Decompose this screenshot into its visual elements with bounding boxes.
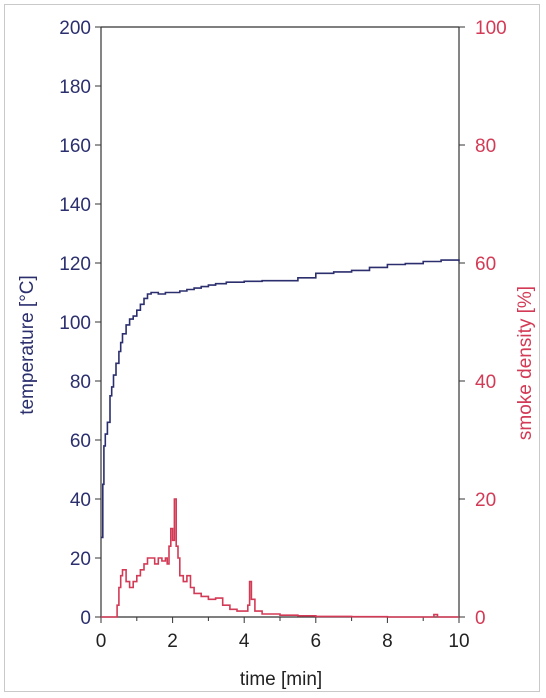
y-left-tick-label: 120 xyxy=(59,254,91,275)
temperature-series-line xyxy=(101,259,460,539)
x-tick-label: 4 xyxy=(239,631,250,652)
smoke-density-series-line xyxy=(101,498,459,618)
y-left-tick-label: 180 xyxy=(59,77,91,98)
y-right-tick-label: 60 xyxy=(475,254,496,275)
plot-area: 0 2 4 6 8 10020406080100120140160180200020406… xyxy=(59,18,506,652)
y-left-tick-label: 80 xyxy=(70,372,91,393)
y-right-tick-label: 80 xyxy=(475,136,496,157)
y-left-tick-label: 60 xyxy=(70,431,91,452)
x-tick-label: 0 xyxy=(96,631,107,652)
y-left-tick-label: 160 xyxy=(59,136,91,157)
chart-marks xyxy=(101,259,460,618)
x-tick-label: 6 xyxy=(311,631,322,652)
y-left-tick-label: 20 xyxy=(70,549,91,570)
y-left-axis-title: temperature [°C] xyxy=(17,275,38,415)
y-right-axis-title: smoke density [%] xyxy=(515,286,536,440)
y-right-tick-label: 20 xyxy=(475,490,496,511)
y-right-tick-label: 40 xyxy=(475,372,496,393)
dual-axis-line-chart: 0 2 4 6 8 10020406080100120140160180200020406… xyxy=(17,18,536,690)
y-left-tick-label: 200 xyxy=(59,18,91,39)
x-tick-label: 10 xyxy=(448,631,469,652)
x-axis-title: time [min] xyxy=(240,669,322,690)
x-tick-label: 8 xyxy=(382,631,393,652)
y-right-tick-label: 0 xyxy=(475,608,486,629)
x-tick-label: 2 xyxy=(167,631,178,652)
y-left-tick-label: 40 xyxy=(70,490,91,511)
y-left-tick-label: 100 xyxy=(59,313,91,334)
y-right-tick-label: 100 xyxy=(475,18,507,39)
y-left-tick-label: 140 xyxy=(59,195,91,216)
y-left-tick-label: 0 xyxy=(80,608,91,629)
chart-frame: 0 2 4 6 8 10 0 20 40 60 80 100 120 140 160 180 200 0 20 40 6… xyxy=(4,4,540,692)
